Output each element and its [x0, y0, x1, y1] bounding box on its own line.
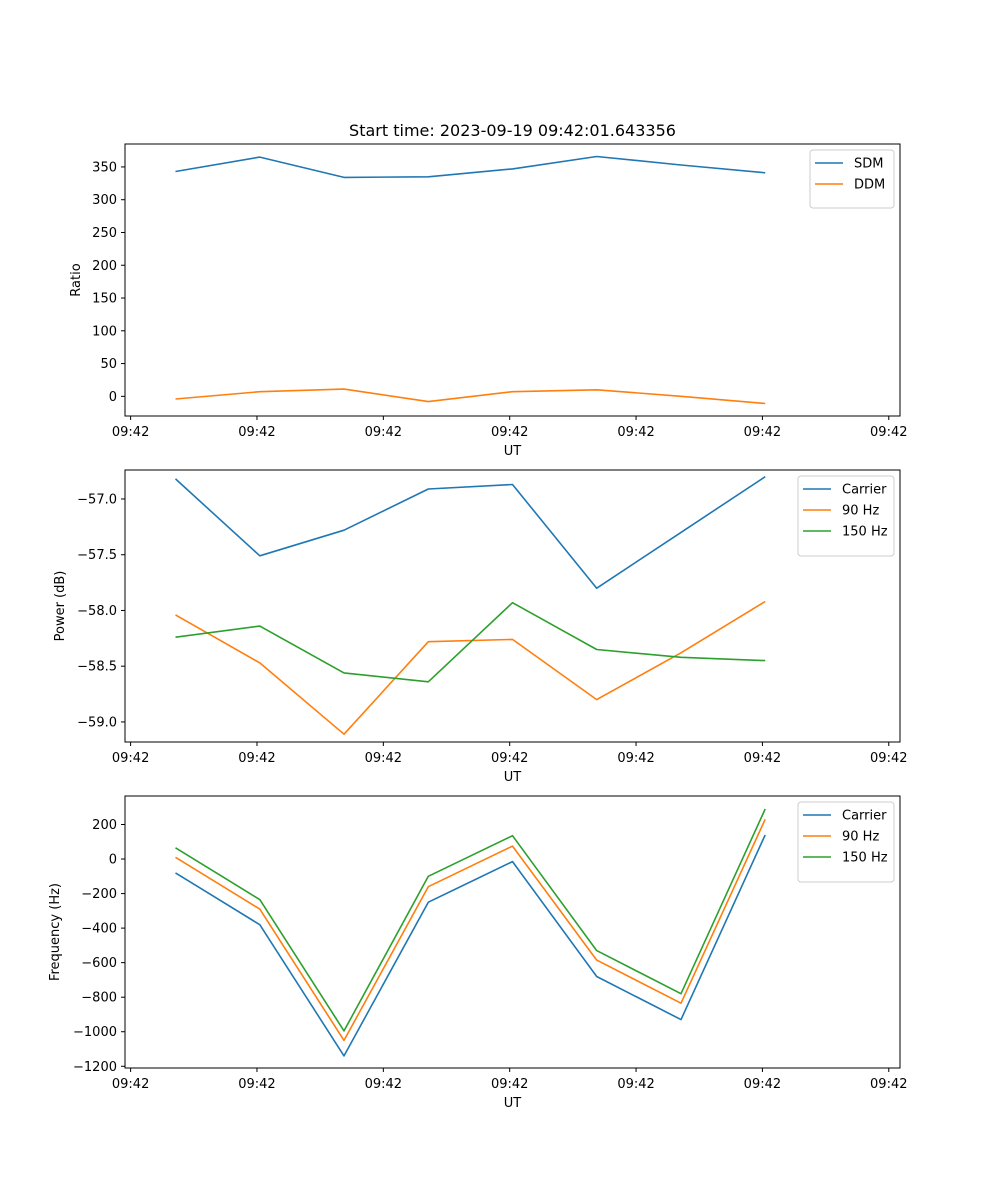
x-tick-label: 09:42 — [491, 1077, 528, 1092]
y-axis-label: Frequency (Hz) — [48, 883, 63, 981]
y-tick-label: 150 — [92, 292, 117, 307]
y-tick-label: 250 — [92, 226, 117, 241]
y-tick-label: −57.0 — [77, 492, 117, 507]
y-axis-label: Power (dB) — [53, 571, 68, 642]
y-tick-label: −58.5 — [77, 660, 117, 675]
x-tick-label: 09:42 — [870, 1077, 907, 1092]
y-tick-label: 350 — [92, 160, 117, 175]
y-tick-label: 300 — [92, 193, 117, 208]
y-tick-label: −800 — [81, 991, 117, 1006]
x-tick-label: 09:42 — [365, 425, 402, 440]
y-tick-label: −58.0 — [77, 604, 117, 619]
x-axis-label: UT — [504, 770, 522, 785]
legend: Carrier 90 Hz 150 Hz — [797, 475, 895, 557]
x-tick-label: 09:42 — [365, 751, 402, 766]
x-tick-label: 09:42 — [744, 751, 781, 766]
series-line-90-hz — [175, 600, 766, 736]
x-tick-label: 09:42 — [238, 425, 275, 440]
subplot-2: 09:42 09:42 09:42 09:42 09:42 09:42 09:42 −57.0… — [53, 469, 908, 785]
x-axis-label: UT — [504, 444, 522, 459]
y-tick-label: −1200 — [73, 1060, 117, 1075]
legend-label: 150 Hz — [842, 851, 888, 866]
x-tick-label: 09:42 — [617, 1077, 654, 1092]
x-tick-label: 09:42 — [112, 425, 149, 440]
y-tick-label: 0 — [109, 390, 117, 405]
legend: SDM DDM — [809, 149, 895, 209]
y-tick-label: 200 — [92, 259, 117, 274]
x-tick-label: 09:42 — [744, 425, 781, 440]
legend: Carrier 90 Hz 150 Hz — [797, 801, 895, 883]
x-tick-label: 09:42 — [491, 751, 528, 766]
legend-box — [797, 475, 895, 557]
plots: 09:42 09:42 09:42 09:42 09:42 09:42 09:42 0 50 10… — [48, 143, 908, 1111]
y-tick-label: −57.5 — [77, 548, 117, 563]
plot-frame — [124, 143, 901, 417]
legend-box — [809, 149, 895, 209]
plot-frame — [124, 795, 901, 1069]
series-line-90-hz — [175, 818, 766, 1042]
y-tick-label: −1000 — [73, 1025, 117, 1040]
y-tick-label: 200 — [92, 818, 117, 833]
x-tick-label: 09:42 — [617, 751, 654, 766]
legend-label: 90 Hz — [842, 830, 879, 845]
y-tick-label: −600 — [81, 956, 117, 971]
legend-label: Carrier — [842, 483, 887, 498]
legend-label: Carrier — [842, 809, 887, 824]
series-line-carrier — [174, 476, 766, 590]
series-line-ddm — [175, 388, 766, 405]
x-tick-label: 09:42 — [112, 1077, 149, 1092]
x-axis-label: UT — [504, 1096, 522, 1111]
x-tick-label: 09:42 — [112, 751, 149, 766]
series-line-150-hz — [175, 808, 766, 1032]
series-line-carrier — [175, 834, 766, 1057]
legend-label: DDM — [854, 178, 885, 193]
y-tick-label: 100 — [92, 324, 117, 339]
y-tick-label: −200 — [81, 887, 117, 902]
legend-box — [797, 801, 895, 883]
x-tick-label: 09:42 — [491, 425, 528, 440]
legend-label: 150 Hz — [842, 525, 888, 540]
x-tick-label: 09:42 — [365, 1077, 402, 1092]
y-tick-label: −59.0 — [77, 715, 117, 730]
x-tick-label: 09:42 — [617, 425, 654, 440]
subplot-1: 09:42 09:42 09:42 09:42 09:42 09:42 09:42 0 50 10… — [69, 143, 908, 459]
x-tick-label: 09:42 — [744, 1077, 781, 1092]
legend-label: SDM — [854, 157, 883, 172]
plot-frame — [124, 469, 901, 743]
y-axis-label: Ratio — [69, 263, 84, 296]
chart-title: Start time: 2023-09-19 09:42:01.643356 — [349, 121, 676, 140]
x-tick-label: 09:42 — [238, 1077, 275, 1092]
y-tick-label: 0 — [109, 853, 117, 868]
x-tick-label: 09:42 — [238, 751, 275, 766]
y-tick-label: 50 — [100, 357, 117, 372]
legend-label: 90 Hz — [842, 504, 879, 519]
y-tick-label: −400 — [81, 922, 117, 937]
series-line-150-hz — [175, 601, 766, 683]
subplot-3: 09:42 09:42 09:42 09:42 09:42 09:42 09:42 200 0 −… — [48, 795, 908, 1111]
x-tick-label: 09:42 — [870, 425, 907, 440]
x-tick-label: 09:42 — [870, 751, 907, 766]
series-line-sdm — [175, 155, 766, 179]
